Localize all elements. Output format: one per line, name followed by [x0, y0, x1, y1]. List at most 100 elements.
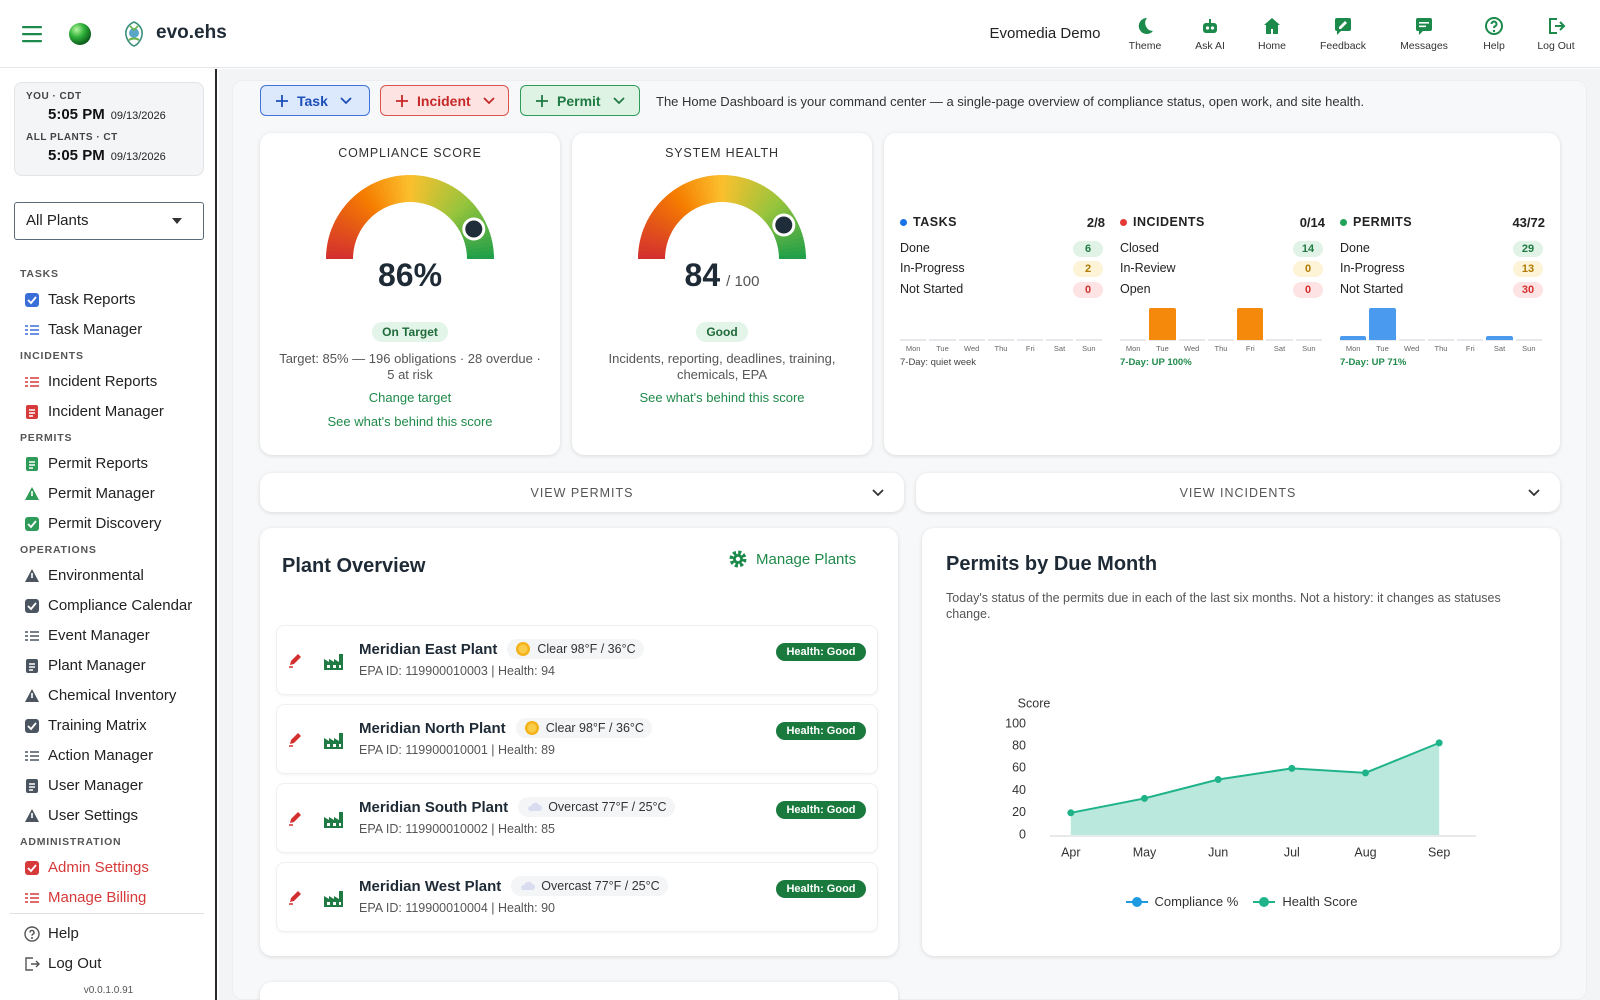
nav-item[interactable]: Ask AI	[1174, 16, 1246, 56]
nav-icon-svg	[1203, 19, 1217, 33]
nav-link-text: Permit Discovery	[48, 515, 162, 532]
nav-link[interactable]: Task Manager	[20, 316, 210, 344]
nav-link[interactable]: Chemical Inventory	[20, 682, 210, 710]
nav-item[interactable]: Help	[1458, 16, 1530, 56]
status-pill: On Target	[372, 322, 448, 342]
next-card	[260, 982, 898, 1000]
nav-link-icon-svg	[26, 457, 38, 471]
nav-link-text: Admin Settings	[48, 859, 149, 876]
nav-link[interactable]: Manage Billing	[20, 884, 210, 912]
day-label: Sun	[1082, 344, 1096, 353]
nav-link[interactable]: Permit Discovery	[20, 510, 210, 538]
gauge-segment	[730, 176, 741, 204]
logo-svg-part	[125, 21, 143, 47]
nav-link[interactable]: Environmental	[20, 562, 210, 590]
legend-swatch	[1253, 896, 1276, 907]
day-label: Mon	[1345, 344, 1361, 353]
nav-link-icon-svg	[25, 631, 39, 641]
nav-link-icon-svg-part	[29, 461, 35, 469]
toggle-panel[interactable]: VIEW PERMITS	[260, 473, 904, 512]
nav-link[interactable]: Permit Reports	[20, 450, 210, 478]
score-link[interactable]: See what's behind this score	[639, 390, 805, 405]
select-caret	[171, 217, 183, 225]
nav-link[interactable]: Event Manager	[20, 622, 210, 650]
legend-item[interactable]: Compliance %	[1125, 894, 1238, 909]
score-link[interactable]: Change target	[368, 390, 452, 405]
nav-icon-svg	[1485, 17, 1503, 35]
group-total: 0/14	[1299, 215, 1325, 230]
nav-link[interactable]: Compliance Calendar	[20, 592, 210, 620]
toolbar-button-text: Incident	[417, 92, 471, 109]
group-total: 43/72	[1512, 215, 1545, 230]
nav-link[interactable]: Training Matrix	[20, 712, 210, 740]
nav-link[interactable]: Admin Settings	[20, 854, 210, 882]
gauge-segment	[326, 244, 354, 254]
factory-icon	[323, 888, 345, 908]
version: v0.0.1.0.91	[83, 985, 134, 996]
nav-link[interactable]: User Manager	[20, 772, 210, 800]
day-label: Fri	[1025, 344, 1035, 353]
sidebar-divider	[10, 913, 204, 914]
row-label: In-Progress	[1340, 261, 1405, 276]
plant-select[interactable]: All Plants	[14, 202, 204, 240]
nav-item[interactable]: Log Out	[1520, 16, 1592, 56]
gauge-description: Target: 85% — 196 obligations · 28 overd…	[279, 351, 541, 382]
nav-link-text: Task Reports	[48, 291, 136, 308]
nav-item[interactable]: Theme	[1109, 16, 1181, 56]
gauge-segment	[760, 196, 783, 220]
status-orb	[68, 22, 92, 46]
gauge-needle	[462, 217, 486, 241]
weather-icon-part	[518, 644, 528, 654]
nav-icon-svg-part	[1203, 23, 1217, 33]
gauge-segment	[662, 195, 685, 219]
weather-pill: Clear 98°F / 36°C	[515, 718, 652, 738]
nav-icon	[1546, 16, 1566, 36]
day-label: Thu	[994, 344, 1008, 353]
toolbar-button[interactable]: Permit	[520, 85, 640, 116]
plant-epa: EPA ID: 119900010004 | Health: 90	[359, 901, 555, 915]
toolbar-button[interactable]: Incident	[380, 85, 509, 116]
gauge-segment	[764, 202, 788, 224]
nav-link-icon-svg-part	[31, 573, 33, 578]
gauge	[638, 175, 806, 259]
nav-icon-svg-part	[1419, 22, 1429, 24]
score-link[interactable]: See what's behind this score	[327, 414, 493, 429]
gauge-segment	[375, 180, 391, 207]
nav-link[interactable]: User Settings	[20, 802, 210, 830]
nav-link[interactable]: Plant Manager	[20, 652, 210, 680]
nav-link-text: User Settings	[48, 807, 139, 824]
nav-link[interactable]: Incident Reports	[20, 368, 210, 396]
nav-item[interactable]: Messages	[1388, 16, 1460, 56]
nav-icon	[1333, 16, 1353, 36]
nav-link-icon-svg	[26, 779, 38, 793]
toolbar-button-text: Permit	[557, 92, 601, 109]
bar-track	[1120, 339, 1147, 341]
gear-icon-part	[735, 556, 741, 562]
nav-item[interactable]: Feedback	[1307, 16, 1379, 56]
nav-icon	[1414, 16, 1434, 36]
menu-icon-svg-part	[22, 33, 42, 36]
day-label: Sun	[1302, 344, 1316, 353]
nav-link[interactable]: Permit Manager	[20, 480, 210, 508]
gauge-segment	[777, 237, 805, 248]
nav-link[interactable]: Action Manager	[20, 742, 210, 770]
footer-link[interactable]: Log Out	[20, 950, 210, 978]
nav-link-icon-svg-part	[27, 722, 37, 731]
nav-icon-svg-part	[1419, 31, 1423, 35]
toolbar-button[interactable]: Task	[260, 85, 370, 116]
gauge-segment	[656, 202, 681, 224]
nav-link[interactable]: Task Reports	[20, 286, 210, 314]
card-title: Plant Overview	[282, 555, 426, 577]
nav-link-text: Action Manager	[48, 747, 154, 764]
gauge-segment	[335, 216, 361, 234]
toggle-panel[interactable]: VIEW INCIDENTS	[916, 473, 1560, 512]
row-pill: 0	[1293, 281, 1323, 298]
nav-link[interactable]: Incident Manager	[20, 398, 210, 426]
select-caret-svg	[172, 218, 182, 224]
manage-plants[interactable]: Manage Plants	[728, 547, 888, 571]
row-pill: 0	[1293, 261, 1323, 278]
nav-item[interactable]: Home	[1236, 16, 1308, 56]
footer-link[interactable]: Help	[20, 920, 210, 948]
plant-row: Meridian South Plant Overcast 77°F / 25°C…	[276, 783, 878, 853]
legend-item[interactable]: Health Score	[1252, 894, 1357, 909]
